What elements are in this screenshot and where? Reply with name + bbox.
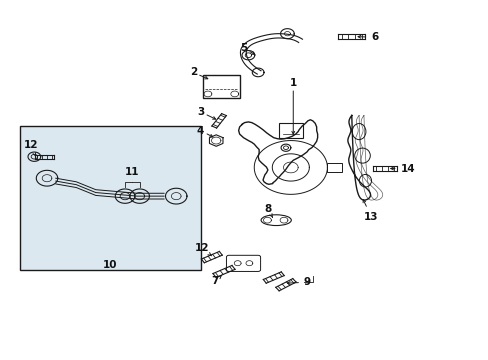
Text: 12: 12: [194, 243, 211, 256]
Text: 4: 4: [197, 126, 212, 137]
Text: 11: 11: [125, 167, 139, 177]
Text: 7: 7: [211, 275, 221, 286]
Text: 9: 9: [287, 277, 310, 287]
Text: 8: 8: [264, 204, 272, 217]
Text: 12: 12: [23, 140, 38, 156]
Text: 2: 2: [189, 67, 207, 79]
Bar: [203, 75, 239, 98]
Text: 5: 5: [240, 43, 254, 54]
Text: 1: 1: [289, 78, 296, 134]
Text: 6: 6: [357, 32, 378, 42]
Bar: [278, 123, 303, 138]
Text: 3: 3: [197, 107, 215, 119]
Text: 10: 10: [103, 260, 118, 270]
Text: 14: 14: [390, 163, 414, 174]
Bar: [327, 163, 341, 172]
Text: 13: 13: [363, 200, 378, 221]
Bar: [20, 126, 200, 270]
